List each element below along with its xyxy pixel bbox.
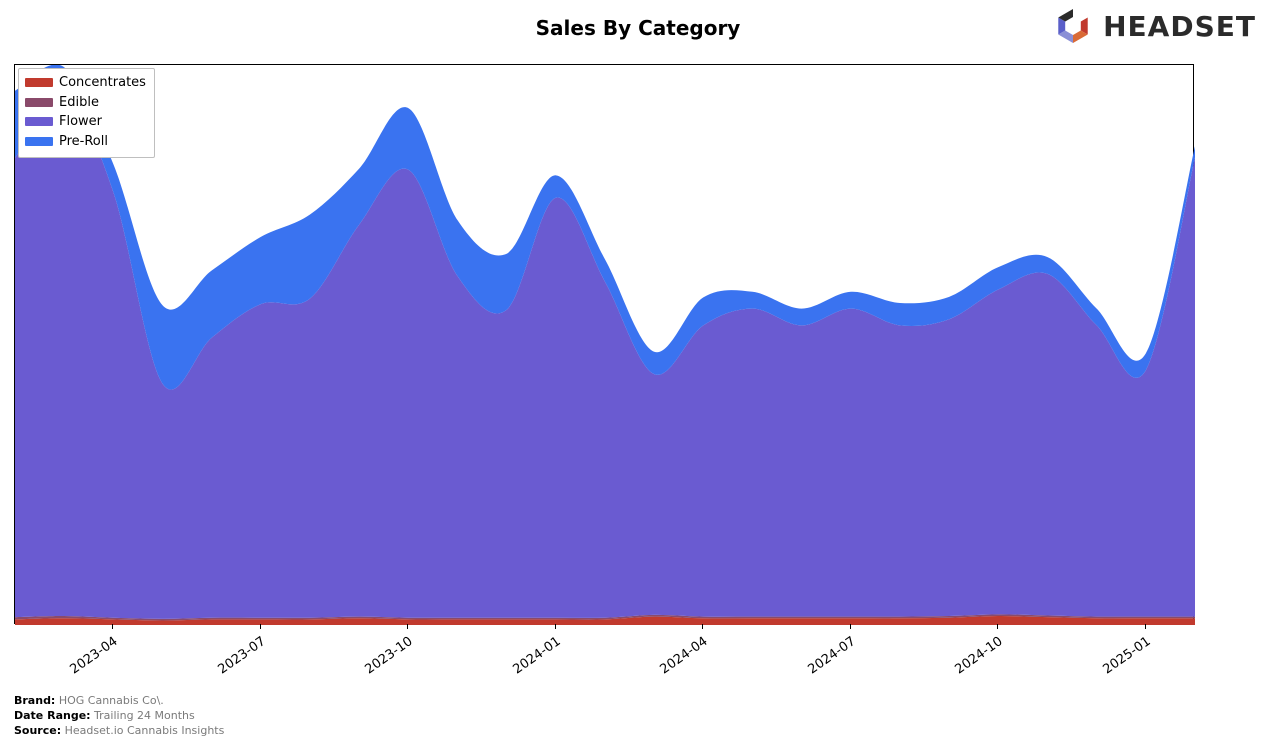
meta-value: Headset.io Cannabis Insights	[61, 724, 224, 737]
area-chart-svg	[15, 65, 1195, 625]
plot-area	[14, 64, 1194, 624]
legend-item: Concentrates	[25, 73, 146, 93]
x-tick-mark	[997, 624, 998, 629]
x-tick-mark	[407, 624, 408, 629]
meta-row: Source: Headset.io Cannabis Insights	[14, 724, 224, 739]
x-tick-label: 2023-04	[68, 634, 121, 677]
x-tick-label: 2023-07	[215, 634, 268, 677]
legend-item: Flower	[25, 112, 146, 132]
legend: ConcentratesEdibleFlowerPre-Roll	[18, 68, 155, 158]
meta-row: Date Range: Trailing 24 Months	[14, 709, 224, 724]
legend-label: Flower	[59, 112, 102, 132]
legend-swatch	[25, 137, 53, 146]
meta-row: Brand: HOG Cannabis Co\.	[14, 694, 224, 709]
x-tick-label: 2024-01	[510, 634, 563, 677]
legend-item: Edible	[25, 93, 146, 113]
legend-label: Concentrates	[59, 73, 146, 93]
x-tick-mark	[555, 624, 556, 629]
x-tick-label: 2024-07	[805, 634, 858, 677]
x-tick-label: 2024-04	[658, 634, 711, 677]
chart-metadata: Brand: HOG Cannabis Co\.Date Range: Trai…	[14, 694, 224, 739]
x-tick-mark	[260, 624, 261, 629]
x-tick-mark	[1145, 624, 1146, 629]
legend-swatch	[25, 117, 53, 126]
legend-swatch	[25, 98, 53, 107]
headset-logo: HEADSET	[1053, 6, 1256, 46]
legend-item: Pre-Roll	[25, 132, 146, 152]
meta-value: Trailing 24 Months	[91, 709, 195, 722]
x-tick-label: 2024-10	[953, 634, 1006, 677]
x-tick-mark	[702, 624, 703, 629]
meta-label: Source:	[14, 724, 61, 737]
headset-logo-text: HEADSET	[1103, 10, 1256, 43]
legend-label: Edible	[59, 93, 99, 113]
meta-label: Date Range:	[14, 709, 91, 722]
meta-label: Brand:	[14, 694, 55, 707]
legend-label: Pre-Roll	[59, 132, 108, 152]
x-tick-label: 2025-01	[1100, 634, 1153, 677]
x-tick-mark	[112, 624, 113, 629]
legend-swatch	[25, 78, 53, 87]
meta-value: HOG Cannabis Co\.	[55, 694, 163, 707]
x-tick-label: 2023-10	[363, 634, 416, 677]
x-tick-mark	[850, 624, 851, 629]
headset-logo-icon	[1053, 6, 1093, 46]
